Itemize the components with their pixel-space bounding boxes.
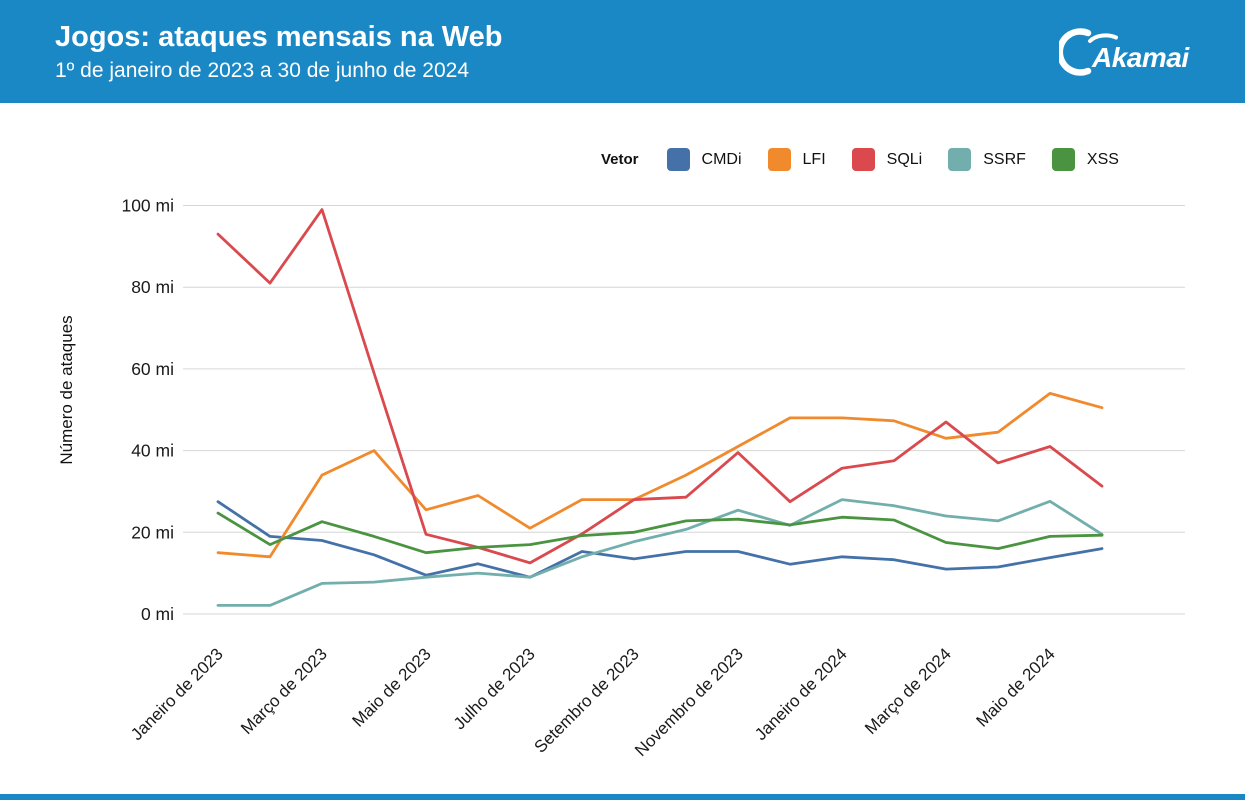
x-tick-label: Maio de 2023 <box>349 644 435 730</box>
page-title: Jogos: ataques mensais na Web <box>55 21 503 53</box>
legend-item-sqli[interactable]: SQLi <box>851 148 923 171</box>
legend-swatch <box>767 148 791 171</box>
legend-label: SSRF <box>983 150 1026 168</box>
x-tick-label: Julho de 2023 <box>450 644 539 733</box>
report-header: Jogos: ataques mensais na Web 1º de jane… <box>0 0 1245 103</box>
legend-swatch <box>851 148 875 171</box>
y-tick-label: 80 mi <box>131 277 174 297</box>
legend-item-xss[interactable]: XSS <box>1051 148 1119 171</box>
x-tick-label: Maio de 2024 <box>973 644 1059 730</box>
legend-items: CMDi LFI SQLi SSRF XSS <box>666 148 1119 171</box>
series-line-lfi <box>216 391 1104 559</box>
legend-item-ssrf[interactable]: SSRF <box>948 148 1026 171</box>
legend-item-lfi[interactable]: LFI <box>767 148 826 171</box>
akamai-logo-mark: Akamai <box>1056 28 1191 76</box>
attack-trends-line-chart: 0 mi 20 mi 40 mi 60 mi 80 mi 100 mi Número de … <box>57 196 1185 760</box>
footer-bar <box>0 794 1245 800</box>
x-tick-label: Setembro de 2023 <box>530 644 642 756</box>
series-line-sqli <box>216 208 1104 565</box>
x-tick-label: Janeiro de 2024 <box>751 644 851 744</box>
legend-label: SQLi <box>886 150 923 168</box>
y-axis-title: Número de ataques <box>57 315 76 464</box>
y-tick-label: 0 mi <box>141 604 174 624</box>
legend-title: Vetor <box>601 151 639 168</box>
y-tick-label: 100 mi <box>121 196 174 216</box>
series-line-ssrf <box>216 498 1104 607</box>
series-line-cmdi <box>216 500 1104 579</box>
legend-swatch <box>666 148 690 171</box>
x-tick-label: Março de 2024 <box>861 644 955 738</box>
legend-label: LFI <box>802 150 826 168</box>
y-tick-label: 40 mi <box>131 441 174 461</box>
legend-label: CMDi <box>701 150 742 168</box>
akamai-logo: Akamai <box>1056 26 1211 78</box>
series-line-xss <box>216 511 1104 555</box>
chart-legend: Vetor CMDi LFI SQLi SSRF XSS <box>601 148 1119 171</box>
legend-label: XSS <box>1086 150 1119 168</box>
x-tick-label: Novembro de 2023 <box>631 644 747 760</box>
legend-swatch <box>1051 148 1075 171</box>
x-tick-label: Março de 2023 <box>237 644 331 738</box>
y-tick-label: 20 mi <box>131 522 174 542</box>
akamai-arc-icon <box>1088 33 1118 43</box>
legend-item-cmdi[interactable]: CMDi <box>666 148 742 171</box>
akamai-wordmark: Akamai <box>1091 42 1190 73</box>
legend-swatch <box>948 148 972 171</box>
akamai-swoosh-icon <box>1056 28 1092 76</box>
x-tick-label: Janeiro de 2023 <box>127 644 227 744</box>
page-subtitle: 1º de janeiro de 2023 a 30 de junho de 2… <box>55 58 470 82</box>
y-tick-label: 60 mi <box>131 359 174 379</box>
